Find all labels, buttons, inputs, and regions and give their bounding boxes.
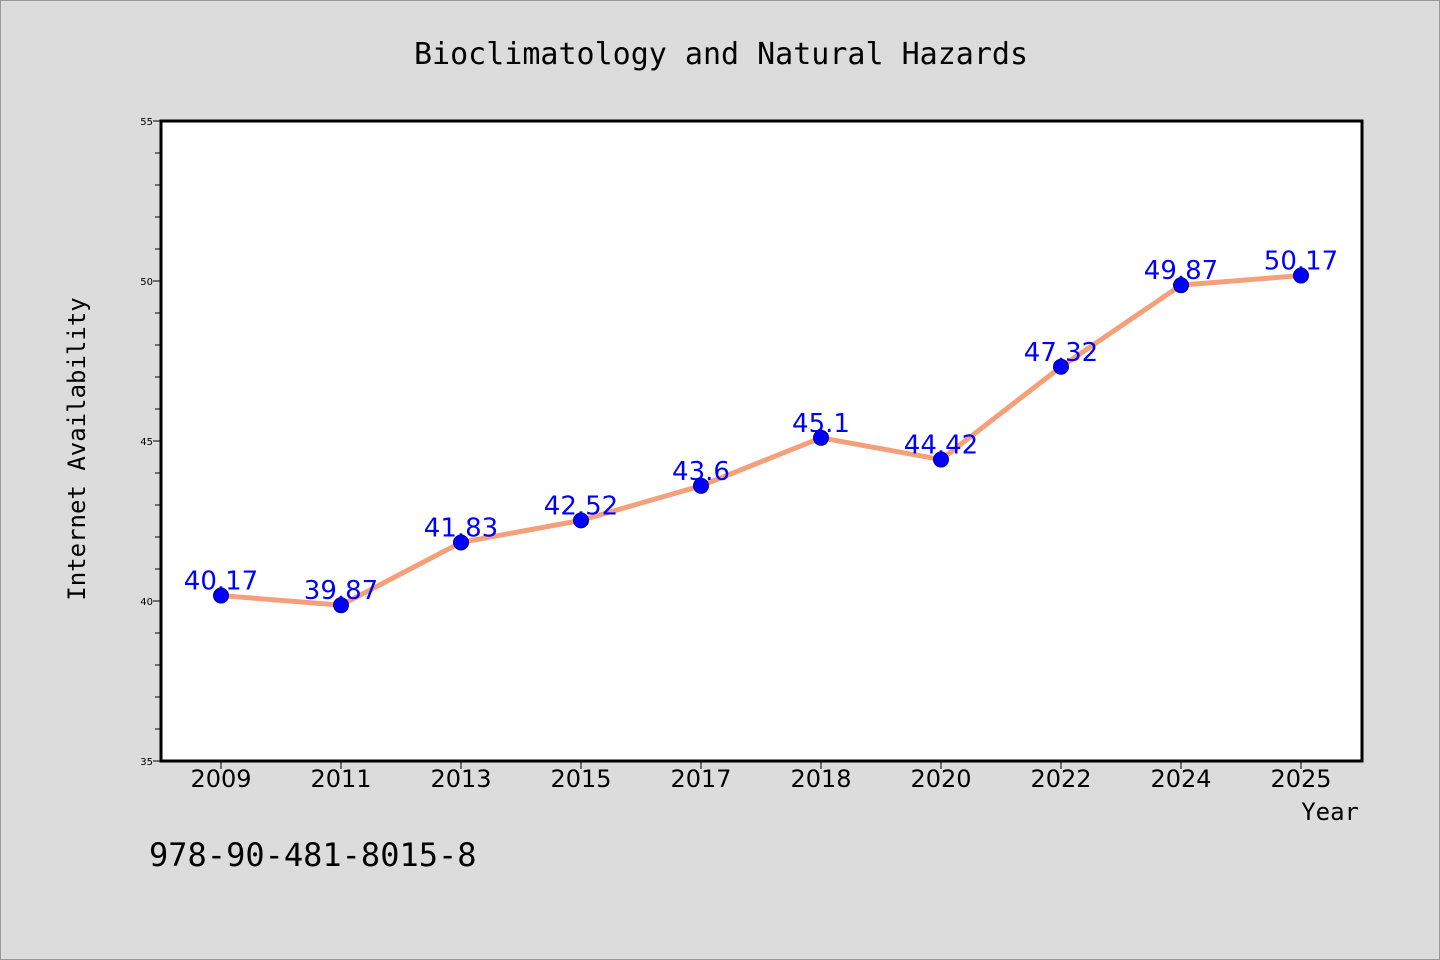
footer-code: 978-90-481-8015-8 bbox=[149, 836, 477, 874]
data-point bbox=[453, 534, 469, 551]
data-point bbox=[1173, 277, 1189, 294]
y-tick-label: 50 bbox=[140, 277, 153, 288]
chart-title: Bioclimatology and Natural Hazards bbox=[414, 37, 1028, 72]
x-tick-label: 2011 bbox=[310, 765, 371, 793]
series-line bbox=[218, 273, 1304, 608]
x-axis: 2009 2011 2013 2015 2017 2018 2020 2022 2024 2025 bbox=[190, 761, 1332, 793]
data-point bbox=[213, 587, 229, 604]
x-axis-label: Year bbox=[1301, 798, 1359, 826]
data-point bbox=[1293, 267, 1309, 284]
data-label: 40.17 bbox=[184, 567, 258, 597]
x-tick-label: 2017 bbox=[670, 765, 731, 793]
data-point bbox=[933, 451, 949, 468]
data-label: 44.42 bbox=[904, 431, 978, 461]
y-tick-label: 40 bbox=[140, 597, 153, 608]
y-axis: 35 40 45 50 55 bbox=[140, 117, 161, 768]
x-tick-label: 2024 bbox=[1150, 765, 1211, 793]
data-point bbox=[333, 597, 349, 614]
x-tick-label: 2018 bbox=[790, 765, 851, 793]
y-tick-label: 55 bbox=[140, 117, 153, 128]
y-axis-label: Internet Availability bbox=[63, 297, 91, 600]
x-tick-label: 2025 bbox=[1270, 765, 1331, 793]
data-label: 45.1 bbox=[792, 409, 850, 439]
data-point bbox=[1053, 358, 1069, 375]
data-label: 42.52 bbox=[544, 491, 618, 521]
plot-area bbox=[159, 119, 1364, 763]
data-label: 49.87 bbox=[1144, 256, 1218, 286]
x-tick-label: 2020 bbox=[910, 765, 971, 793]
y-tick-label: 35 bbox=[140, 757, 153, 768]
x-tick-label: 2009 bbox=[190, 765, 251, 793]
data-label: 39.87 bbox=[304, 576, 378, 606]
data-point bbox=[813, 429, 829, 446]
data-label: 41.83 bbox=[424, 513, 498, 543]
y-tick-label: 45 bbox=[140, 437, 153, 448]
data-label: 50.17 bbox=[1264, 247, 1338, 277]
series-line-group bbox=[218, 273, 1304, 608]
data-label: 47.32 bbox=[1024, 338, 1098, 368]
data-point bbox=[693, 477, 709, 494]
x-tick-label: 2015 bbox=[550, 765, 611, 793]
data-labels-group: 40.17 39.87 41.83 42.52 43.6 45.1 44.42 47.32 49… bbox=[184, 247, 1338, 607]
data-label: 43.6 bbox=[672, 457, 730, 487]
data-point bbox=[573, 512, 589, 529]
x-tick-label: 2022 bbox=[1030, 765, 1091, 793]
series-points-group bbox=[213, 267, 1309, 614]
x-tick-label: 2013 bbox=[430, 765, 491, 793]
